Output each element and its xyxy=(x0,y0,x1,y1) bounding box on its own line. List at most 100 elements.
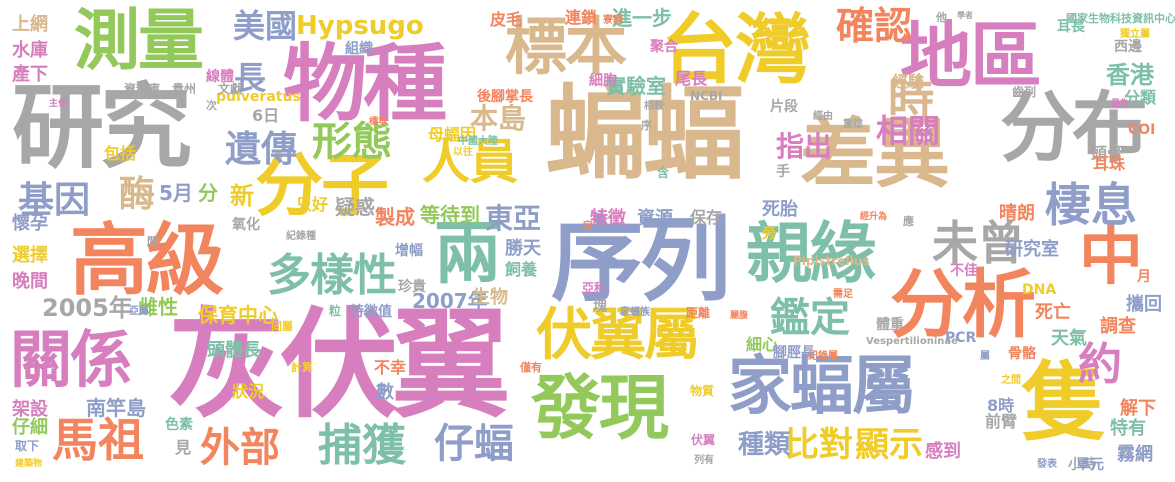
word: 東亞 xyxy=(485,202,542,235)
word: 5月 xyxy=(159,181,193,205)
word: 紀錄屬 xyxy=(808,351,838,362)
word: 國家生物科技資訊中心 xyxy=(1066,12,1175,25)
word: 懷孕 xyxy=(12,213,48,234)
word: 勝天 xyxy=(505,238,541,259)
word: 馬祖 xyxy=(52,413,144,467)
word: 主任 xyxy=(49,99,68,109)
word: 聚合 xyxy=(650,39,678,55)
word: 紀錄種 xyxy=(286,231,316,242)
word: 比對 xyxy=(785,425,853,465)
word: 應 xyxy=(903,215,914,228)
word: 飼養 xyxy=(505,260,538,279)
word: 高級 xyxy=(70,216,224,306)
word: 西邊 xyxy=(1114,39,1142,55)
word: 8時 xyxy=(987,396,1015,415)
word: 粒 xyxy=(329,304,342,318)
word: 序列 xyxy=(551,207,731,314)
word: 新 xyxy=(230,182,254,210)
word: 遺傳 xyxy=(225,129,298,170)
word: 列有 xyxy=(694,455,714,466)
word: 研究 xyxy=(12,74,192,181)
word: COI xyxy=(1128,122,1156,138)
word: 實驗室 xyxy=(606,74,666,98)
word: 上網 xyxy=(12,14,48,35)
word: PCR xyxy=(945,330,977,346)
word: 腳脛長 xyxy=(773,345,815,361)
word: 色素 xyxy=(165,417,193,433)
word: 重建 xyxy=(843,119,863,130)
word: 珍貴 xyxy=(398,279,426,295)
word: 細心 xyxy=(746,335,779,354)
word: 隻 xyxy=(1021,353,1107,453)
word: 指出 xyxy=(776,130,833,163)
word: 家蝠族 xyxy=(620,307,650,318)
word: 獨立屬 xyxy=(1120,29,1150,40)
word: 差異 xyxy=(800,109,950,198)
word: 外部 xyxy=(200,425,280,471)
word: 分布 xyxy=(1000,83,1148,172)
word: 分類 xyxy=(1124,88,1157,107)
word: 調查 xyxy=(1100,316,1136,337)
word: 霧網 xyxy=(1117,444,1153,465)
word: DNA xyxy=(1022,282,1057,298)
word: 見 xyxy=(175,438,192,457)
word: 特徵 xyxy=(590,208,626,229)
word: 顯示 xyxy=(855,425,923,465)
word: 6日 xyxy=(252,106,280,125)
word: 基因 xyxy=(18,180,91,221)
word: Pipistrellus xyxy=(793,254,870,268)
word: 寮國 xyxy=(603,15,623,26)
word: 雌性 xyxy=(138,295,178,319)
word: 數 xyxy=(376,382,394,403)
word: 之間 xyxy=(1001,375,1021,386)
word: 特徵值 xyxy=(350,304,392,320)
word: 蝙蝠 xyxy=(545,75,745,194)
word: 貴州 xyxy=(172,82,197,96)
word: 物質 xyxy=(690,384,715,398)
word: 頭骨 xyxy=(1091,144,1124,163)
word: 經驗 xyxy=(892,72,925,91)
word: 屬 xyxy=(980,351,990,362)
word: 分 xyxy=(198,181,218,205)
word: 細胞 xyxy=(589,73,617,89)
word: 棲息 xyxy=(1045,178,1137,232)
word: 經升為 xyxy=(860,212,888,222)
word: 耳長 xyxy=(1057,19,1085,35)
word: 感到 xyxy=(925,441,961,462)
word: 體重 xyxy=(876,317,904,333)
word: 旁 xyxy=(762,226,776,242)
word: 單元 xyxy=(1076,457,1104,473)
word: 生物 xyxy=(472,287,508,308)
word: 頭體長 xyxy=(207,340,261,361)
word: 間 xyxy=(147,235,158,248)
word: 耳珠 xyxy=(1093,154,1126,173)
word: 特有 xyxy=(1110,418,1146,439)
word: 發表 xyxy=(1037,459,1057,470)
word: 中國大陸 xyxy=(458,136,498,147)
word: 製成 xyxy=(375,205,415,229)
word: 多樣性 xyxy=(267,250,397,301)
word: 分子 xyxy=(255,147,389,226)
word: 晚間 xyxy=(12,271,48,292)
word: 骨骼 xyxy=(1008,346,1036,362)
word: 香港 xyxy=(1106,61,1154,89)
word: 分析 xyxy=(890,262,1036,348)
word: 疑惑 xyxy=(335,195,375,219)
word: 尾長 xyxy=(675,69,708,88)
word: 死亡 xyxy=(1035,302,1071,323)
word: 伏翼屬 xyxy=(536,303,700,368)
word: Hypsugo xyxy=(296,11,424,41)
word: Vespertilioninae xyxy=(866,336,958,347)
word: 不幸 xyxy=(374,358,407,377)
word: 等待到 xyxy=(420,203,480,227)
word: 不佳 xyxy=(950,263,978,279)
word: 未曾 xyxy=(932,216,1024,270)
word: 後腳掌長 xyxy=(477,89,533,105)
word: 死胎 xyxy=(762,199,798,220)
word: 亞科 xyxy=(582,281,607,295)
word: 發現 xyxy=(531,367,669,449)
word: 同屬 xyxy=(271,320,293,333)
word: 酶 xyxy=(119,174,156,215)
word: 家蝠屬 xyxy=(728,350,916,424)
word: 地區 xyxy=(900,14,1042,98)
